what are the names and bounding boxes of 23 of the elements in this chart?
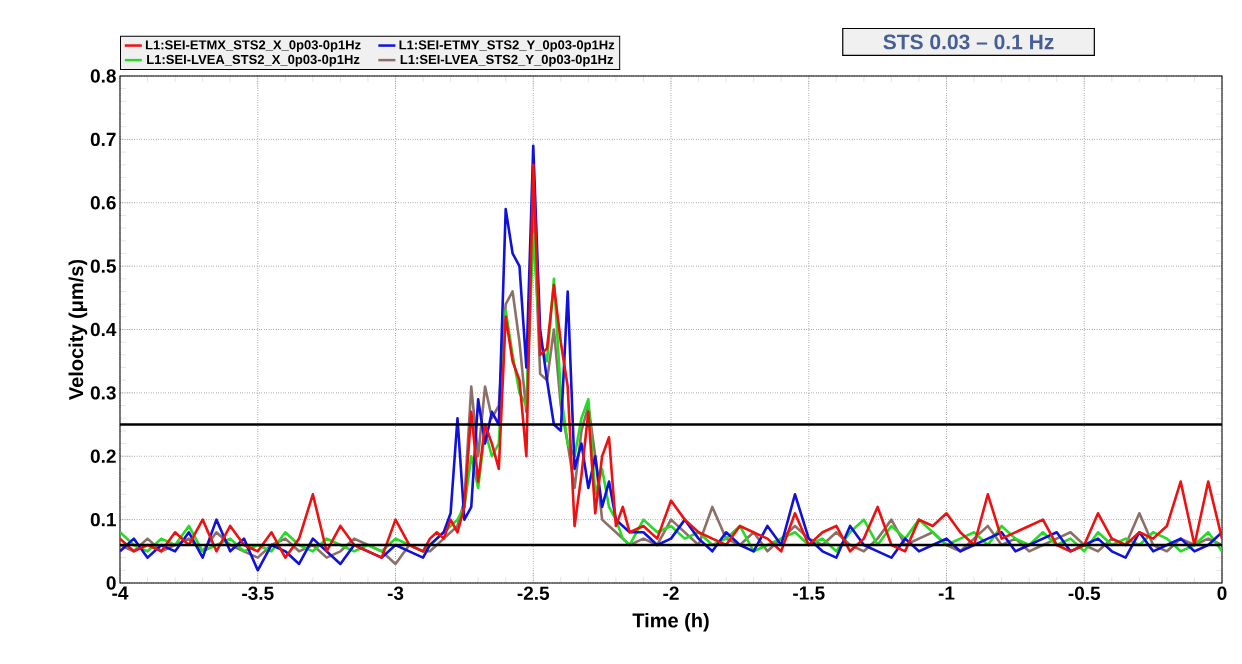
y-tick-label: 0.6 <box>90 196 116 210</box>
legend-label: L1:SEI-LVEA_STS2_X_0p03-0p1Hz <box>147 54 360 67</box>
legend-label: L1:SEI-LVEA_STS2_Y_0p03-0p1Hz <box>400 54 613 67</box>
x-tick-label: -2 <box>663 586 679 600</box>
x-tick-label: -2.5 <box>517 586 550 600</box>
x-tick-label: 0 <box>1217 586 1227 600</box>
x-tick-label: -3 <box>387 586 404 601</box>
y-tick-label: 0.1 <box>90 512 116 527</box>
x-tick-label: -1 <box>938 586 955 600</box>
y-tick-label: 0.3 <box>90 386 116 400</box>
x-tick-label: -0.5 <box>1068 586 1101 600</box>
x-tick-label: -3.5 <box>242 586 274 601</box>
x-tick-label: -1.5 <box>793 586 825 600</box>
chart-title: STS 0.03 – 0.1 Hz <box>883 34 1054 50</box>
y-tick-label: 0.7 <box>90 132 116 147</box>
y-tick-label: 0.8 <box>90 69 116 83</box>
legend-label: L1:SEI-ETMY_STS2_Y_0p03-0p1Hz <box>399 40 615 53</box>
y-tick-label: 0.5 <box>90 259 116 273</box>
legend-label: L1:SEI-ETMX_STS2_X_0p03-0p1Hz <box>145 40 361 53</box>
y-axis-title: Velocity (μm/s) <box>68 259 88 400</box>
x-axis-title: Time (h) <box>632 612 709 632</box>
y-tick-label: 0.4 <box>90 322 117 337</box>
y-tick-label: 0.2 <box>90 449 116 463</box>
